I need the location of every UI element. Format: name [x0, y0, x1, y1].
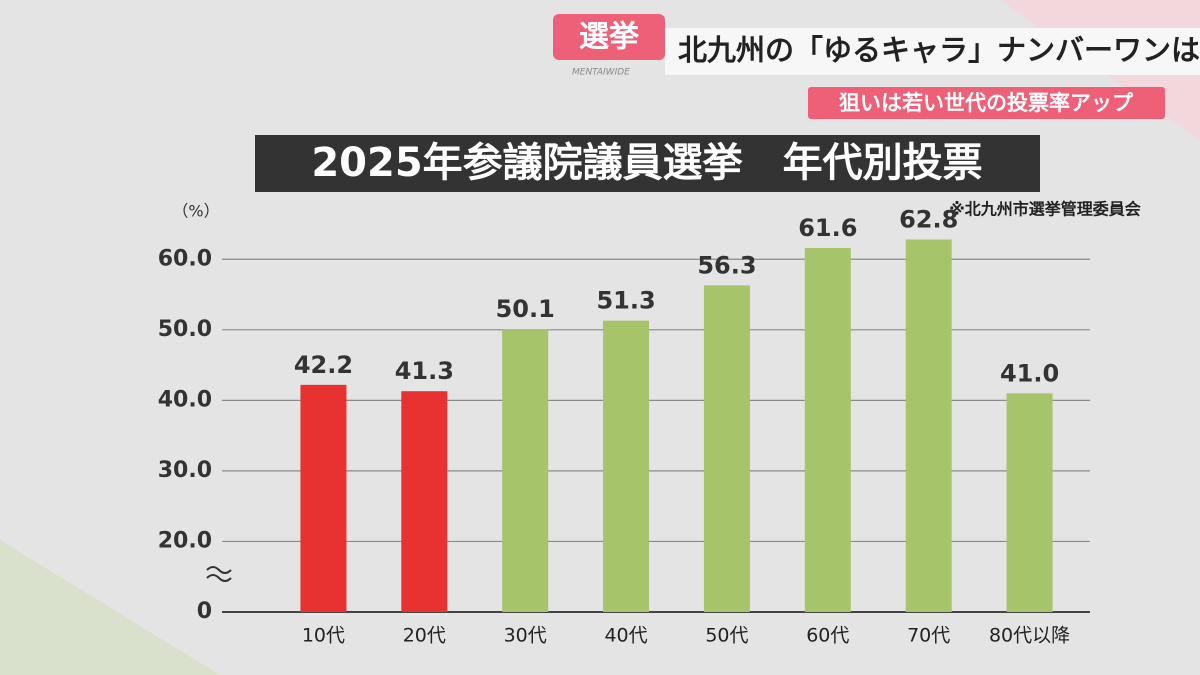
subtitle-box — [808, 87, 1165, 119]
tag: 選挙 — [579, 20, 640, 55]
x-tick-label: 10代 — [302, 625, 345, 647]
y-tick-label: 20.0 — [158, 528, 212, 553]
value-label: 51.3 — [596, 287, 655, 315]
x-tick-label: 60代 — [806, 625, 849, 647]
subtitle: 狙いは若い世代の投票率アップ — [839, 91, 1134, 115]
x-tick-label: 50代 — [705, 625, 748, 647]
bar — [401, 391, 448, 612]
corner-decoration — [0, 540, 220, 675]
source-note: ※北九州市選挙管理委員会 — [949, 200, 1141, 219]
bar — [703, 285, 750, 612]
brand: MENTAIWIDE — [572, 68, 630, 78]
y-tick-label: 30.0 — [158, 458, 212, 483]
bar — [502, 329, 549, 612]
x-tick-label: 20代 — [403, 625, 446, 647]
value-label: 56.3 — [697, 251, 756, 279]
title-box — [255, 135, 1040, 192]
value-label: 50.1 — [496, 295, 555, 323]
y-axis-label: （%） — [172, 202, 219, 221]
value-label: 41.0 — [1000, 359, 1059, 387]
y-tick-label: 0 — [197, 599, 212, 624]
bar — [804, 247, 851, 612]
value-label: 41.3 — [395, 357, 454, 385]
value-label: 61.6 — [798, 214, 857, 242]
y-tick-label: 60.0 — [158, 246, 212, 271]
x-tick-label: 80代以降 — [989, 625, 1070, 647]
y-tick-label: 40.0 — [158, 387, 212, 412]
headline: 北九州の「ゆるキャラ」ナンバーワンは？ — [678, 33, 1200, 67]
bar — [603, 320, 650, 612]
y-tick-label: 50.0 — [158, 317, 212, 342]
value-label: 42.2 — [294, 351, 353, 379]
bar — [905, 239, 952, 612]
axis-break — [206, 566, 232, 582]
headline-box — [665, 28, 1200, 75]
chart-title: 2025年参議院議員選挙 年代別投票 — [311, 140, 982, 186]
x-tick-label: 40代 — [604, 625, 647, 647]
tag-box — [553, 14, 665, 60]
x-tick-label: 30代 — [504, 625, 547, 647]
bar — [300, 384, 347, 612]
x-tick-label: 70代 — [907, 625, 950, 647]
bar — [1006, 393, 1053, 612]
value-label: 62.8 — [899, 206, 958, 234]
